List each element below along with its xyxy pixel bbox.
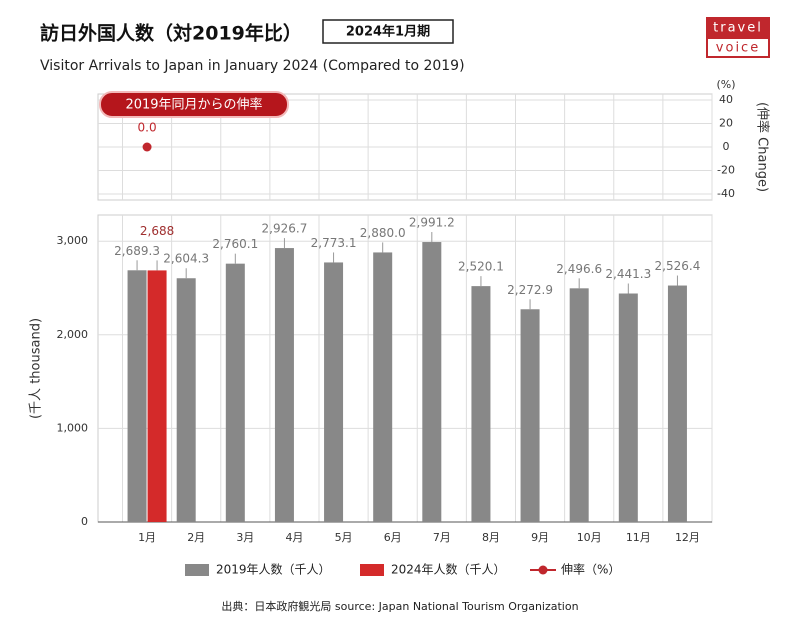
title: 訪日外国人数（対2019年比） — [40, 22, 302, 45]
data-label: 2,926.7 — [262, 222, 308, 236]
bar — [618, 293, 638, 522]
y-axis-label: (千人 thousand) — [29, 318, 44, 419]
x-tick-label: 5月 — [335, 531, 353, 544]
x-tick-label: 11月 — [626, 531, 651, 544]
data-label: 2,760.1 — [212, 237, 258, 251]
y-tick-label: -20 — [717, 164, 735, 177]
y-tick-label: -40 — [717, 187, 735, 200]
bar — [127, 270, 147, 522]
x-tick-label: 1月 — [138, 531, 156, 544]
x-tick-label: 2月 — [187, 531, 205, 544]
data-label: 0.0 — [138, 121, 157, 135]
legend-label: 伸率（%） — [561, 562, 620, 577]
legend-swatch — [185, 564, 209, 576]
bar — [373, 252, 393, 522]
bar — [569, 288, 589, 522]
legend-swatch — [538, 565, 548, 575]
y-unit: (%) — [716, 78, 735, 91]
data-label: 2,496.6 — [556, 262, 602, 276]
bar — [471, 286, 491, 522]
y-axis-label: (伸率 Change) — [755, 102, 771, 192]
data-label: 2,773.1 — [311, 236, 357, 250]
subtitle: Visitor Arrivals to Japan in January 202… — [40, 58, 465, 74]
data-label: 2,441.3 — [605, 267, 651, 281]
data-label: 2,689.3 — [114, 244, 160, 258]
x-tick-label: 3月 — [236, 531, 254, 544]
bar — [422, 242, 442, 522]
y-tick-label: 20 — [719, 117, 733, 130]
bar — [324, 262, 344, 522]
x-tick-label: 6月 — [384, 531, 402, 544]
badge: 2024年1月期 — [346, 24, 430, 40]
data-label: 2,991.2 — [409, 216, 455, 230]
x-tick-label: 7月 — [433, 531, 451, 544]
bar — [225, 263, 245, 522]
bar — [667, 285, 687, 522]
y-tick-label: 40 — [719, 93, 733, 106]
y-tick-label: 2,000 — [57, 328, 89, 341]
bar — [147, 270, 167, 522]
bar — [520, 309, 540, 522]
data-label: 2,272.9 — [507, 283, 553, 297]
annotation: 2019年同月からの伸率 — [125, 97, 262, 113]
y-tick-label: 3,000 — [57, 234, 89, 247]
logo-bottom — [706, 37, 770, 58]
bar — [176, 278, 196, 522]
logo-text: voice — [716, 41, 760, 56]
y-tick-label: 0 — [723, 140, 730, 153]
data-label: 2,604.3 — [163, 252, 209, 266]
legend-swatch — [360, 564, 384, 576]
annotation-box — [99, 91, 289, 118]
data-label: 2,880.0 — [360, 226, 406, 240]
badge-box — [322, 19, 454, 44]
legend-label: 2019年人数（千人） — [216, 562, 331, 577]
y-tick-label: 0 — [81, 515, 88, 528]
x-tick-label: 9月 — [531, 531, 549, 544]
data-label: 2,526.4 — [655, 259, 701, 273]
legend-label: 2024年人数（千人） — [391, 562, 506, 577]
logo-text: travel — [713, 21, 763, 36]
y-tick-label: 1,000 — [57, 421, 89, 434]
x-tick-label: 12月 — [675, 531, 700, 544]
data-label: 2,688 — [140, 224, 174, 238]
x-tick-label: 4月 — [285, 531, 303, 544]
x-tick-label: 10月 — [577, 531, 602, 544]
x-tick-label: 8月 — [482, 531, 500, 544]
data-label: 2,520.1 — [458, 260, 504, 274]
line-point — [142, 142, 152, 152]
source: 出典：日本政府観光局 source: Japan National Touris… — [221, 599, 578, 613]
logo-top — [706, 17, 770, 38]
bar — [274, 248, 294, 522]
